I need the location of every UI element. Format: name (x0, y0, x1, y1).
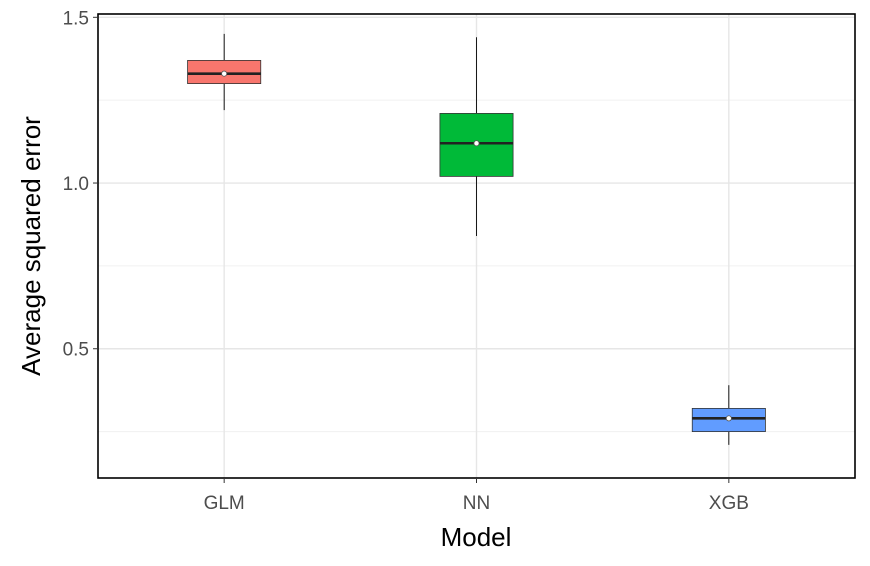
y-tick-label: 0.5 (63, 340, 89, 361)
mean-point (725, 415, 732, 422)
y-axis-title: Average squared error (16, 116, 46, 376)
mean-point (221, 70, 228, 77)
x-axis-ticks: GLM NN XGB (204, 478, 749, 514)
box-xgb (691, 385, 766, 445)
box-glm (187, 33, 262, 111)
y-tick-label: 1.0 (63, 174, 89, 195)
mean-point (473, 140, 480, 147)
box-nn (439, 37, 514, 237)
y-tick-label: 1.5 (63, 8, 89, 29)
x-tick-label-xgb: XGB (709, 493, 749, 514)
x-axis-title: Model (441, 522, 512, 552)
y-axis-ticks: 0.5 1.0 1.5 (63, 8, 98, 361)
x-tick-label-glm: GLM (204, 493, 245, 514)
x-tick-label-nn: NN (463, 493, 490, 514)
boxes (187, 33, 766, 445)
